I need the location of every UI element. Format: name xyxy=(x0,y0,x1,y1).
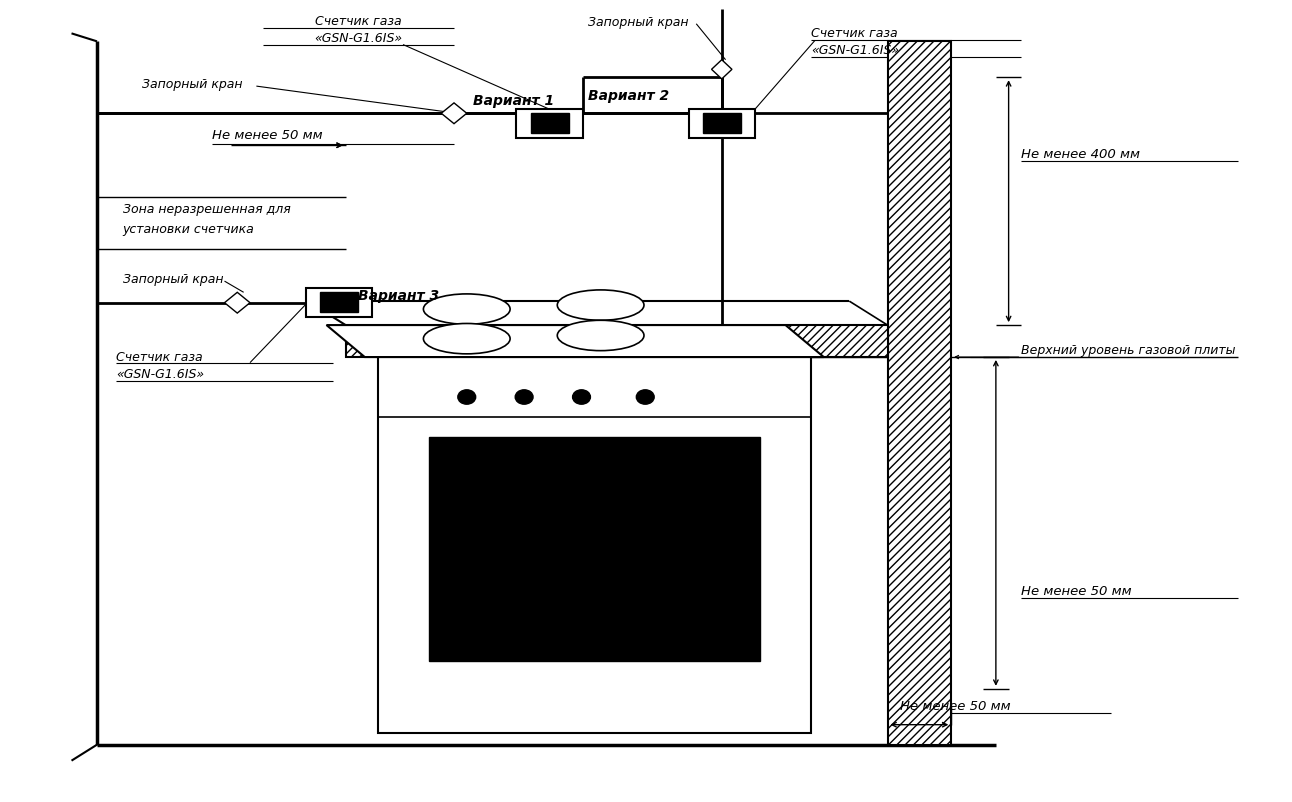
Ellipse shape xyxy=(424,294,510,324)
Text: установки счетчика: установки счетчика xyxy=(123,223,255,236)
Text: Счетчик газа: Счетчик газа xyxy=(811,26,898,40)
Polygon shape xyxy=(442,103,466,124)
Bar xyxy=(306,288,372,317)
Ellipse shape xyxy=(516,390,534,404)
Text: Не менее 50 мм: Не менее 50 мм xyxy=(1022,585,1132,597)
Ellipse shape xyxy=(557,320,643,350)
Ellipse shape xyxy=(572,390,590,404)
Polygon shape xyxy=(712,59,733,79)
Text: «GSN-G1.6IS»: «GSN-G1.6IS» xyxy=(116,368,204,381)
Bar xyxy=(689,109,755,138)
Bar xyxy=(703,113,740,133)
Bar xyxy=(377,357,811,733)
Text: Верхний уровень газовой плиты: Верхний уровень газовой плиты xyxy=(1022,344,1236,357)
Text: Вариант 1: Вариант 1 xyxy=(473,95,554,108)
Bar xyxy=(531,113,568,133)
Text: «GSN-G1.6IS»: «GSN-G1.6IS» xyxy=(811,44,899,58)
Text: «GSN-G1.6IS»: «GSN-G1.6IS» xyxy=(314,31,402,45)
Bar xyxy=(429,437,760,661)
Polygon shape xyxy=(327,325,824,357)
Text: Вариант 2: Вариант 2 xyxy=(588,89,669,103)
Text: Запорный кран: Запорный кран xyxy=(142,78,242,91)
Text: Не менее 50 мм: Не менее 50 мм xyxy=(901,700,1010,713)
Text: Зона неразрешенная для: Зона неразрешенная для xyxy=(123,203,291,216)
Ellipse shape xyxy=(424,323,510,354)
Text: Счетчик газа: Счетчик газа xyxy=(315,15,402,28)
Ellipse shape xyxy=(457,390,475,404)
Bar xyxy=(320,292,358,312)
Ellipse shape xyxy=(637,390,654,404)
Polygon shape xyxy=(225,292,251,313)
Text: Вариант 3: Вариант 3 xyxy=(358,289,439,302)
Bar xyxy=(888,42,951,745)
Text: Запорный кран: Запорный кран xyxy=(588,16,689,29)
Text: Не менее 50 мм: Не менее 50 мм xyxy=(212,129,323,142)
Text: Запорный кран: Запорный кран xyxy=(123,273,224,286)
Bar xyxy=(346,325,888,357)
Text: Счетчик газа: Счетчик газа xyxy=(116,350,203,363)
Ellipse shape xyxy=(557,290,643,320)
Text: Не менее 400 мм: Не менее 400 мм xyxy=(1022,148,1141,161)
Bar xyxy=(517,109,583,138)
